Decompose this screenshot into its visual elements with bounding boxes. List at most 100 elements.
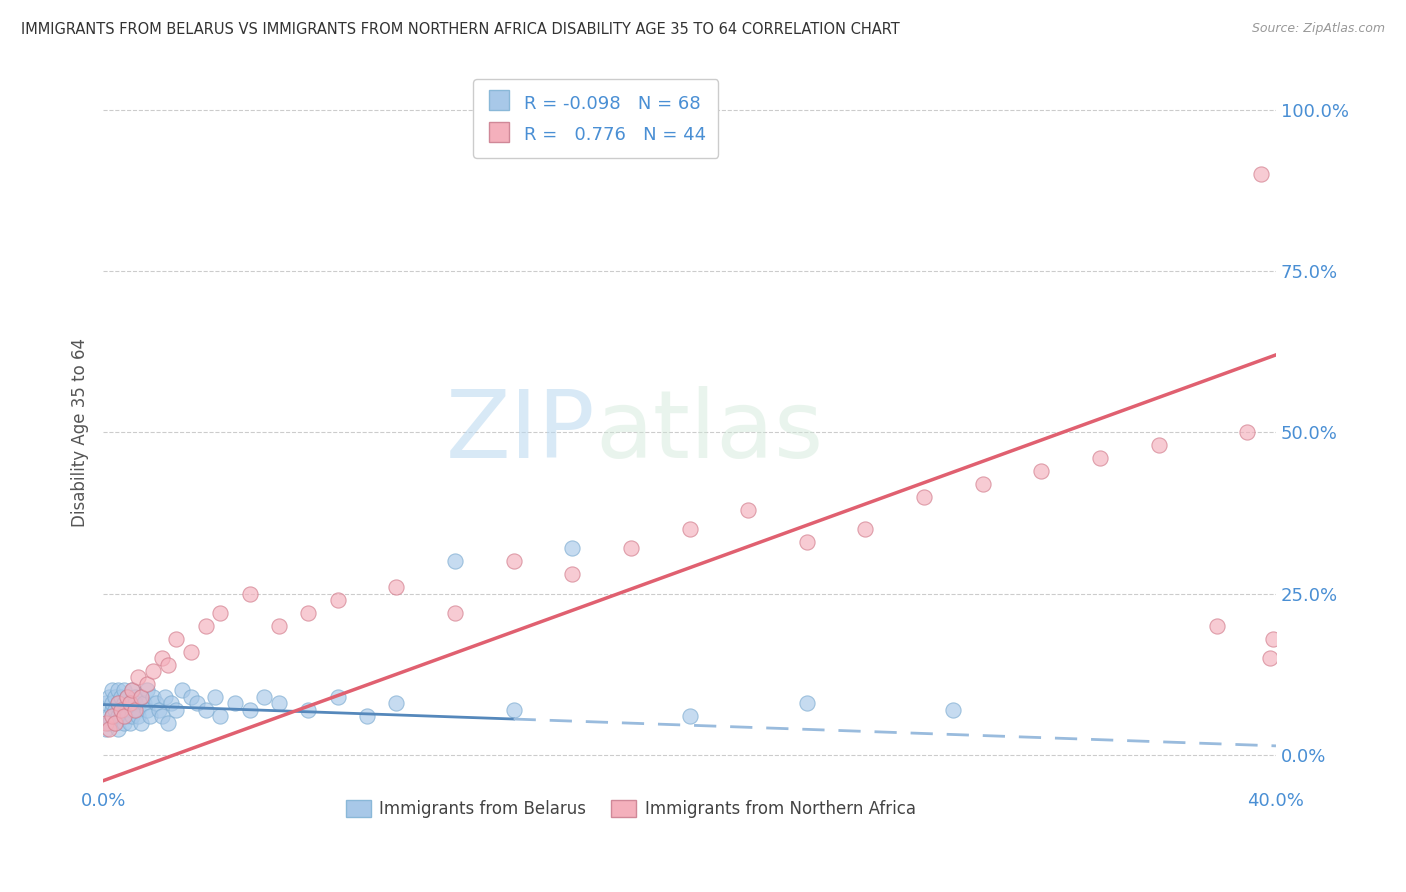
Point	[121, 709, 143, 723]
Point	[118, 696, 141, 710]
Point	[121, 683, 143, 698]
Point	[107, 683, 129, 698]
Point	[112, 696, 135, 710]
Point	[186, 696, 208, 710]
Point	[110, 703, 132, 717]
Point	[148, 703, 170, 717]
Point	[150, 709, 173, 723]
Point	[101, 709, 124, 723]
Point	[172, 683, 194, 698]
Point	[1031, 464, 1053, 478]
Point	[159, 696, 181, 710]
Point	[110, 690, 132, 704]
Point	[101, 683, 124, 698]
Point	[107, 696, 129, 710]
Point	[1147, 438, 1170, 452]
Point	[153, 690, 176, 704]
Point	[124, 703, 146, 717]
Point	[326, 593, 349, 607]
Point	[502, 554, 524, 568]
Point	[165, 703, 187, 717]
Point	[121, 703, 143, 717]
Point	[156, 715, 179, 730]
Point	[297, 606, 319, 620]
Point	[356, 709, 378, 723]
Point	[678, 522, 700, 536]
Point	[209, 709, 232, 723]
Point	[385, 696, 408, 710]
Point	[107, 696, 129, 710]
Point	[972, 477, 994, 491]
Point	[98, 715, 121, 730]
Point	[1088, 451, 1111, 466]
Point	[124, 696, 146, 710]
Point	[156, 657, 179, 672]
Point	[112, 683, 135, 698]
Point	[194, 703, 217, 717]
Point	[115, 703, 138, 717]
Point	[124, 690, 146, 704]
Point	[912, 490, 935, 504]
Point	[118, 696, 141, 710]
Point	[98, 690, 121, 704]
Point	[150, 651, 173, 665]
Point	[134, 696, 156, 710]
Point	[112, 715, 135, 730]
Point	[101, 696, 124, 710]
Point	[107, 722, 129, 736]
Point	[98, 722, 121, 736]
Point	[444, 606, 467, 620]
Point	[94, 715, 117, 730]
Point	[678, 709, 700, 723]
Point	[139, 709, 162, 723]
Text: Source: ZipAtlas.com: Source: ZipAtlas.com	[1251, 22, 1385, 36]
Point	[267, 696, 290, 710]
Point	[561, 567, 583, 582]
Point	[107, 709, 129, 723]
Point	[561, 541, 583, 556]
Point	[115, 690, 138, 704]
Point	[129, 715, 152, 730]
Point	[129, 690, 152, 704]
Point	[267, 619, 290, 633]
Point	[118, 715, 141, 730]
Point	[127, 709, 149, 723]
Legend: Immigrants from Belarus, Immigrants from Northern Africa: Immigrants from Belarus, Immigrants from…	[339, 794, 922, 825]
Point	[1206, 619, 1229, 633]
Point	[855, 522, 877, 536]
Point	[104, 715, 127, 730]
Point	[385, 580, 408, 594]
Point	[136, 683, 159, 698]
Point	[165, 632, 187, 646]
Point	[502, 703, 524, 717]
Point	[112, 709, 135, 723]
Point	[101, 703, 124, 717]
Point	[104, 690, 127, 704]
Point	[129, 690, 152, 704]
Point	[1261, 632, 1284, 646]
Point	[110, 703, 132, 717]
Point	[224, 696, 246, 710]
Text: ZIP: ZIP	[446, 386, 596, 478]
Point	[121, 683, 143, 698]
Point	[104, 703, 127, 717]
Point	[239, 703, 262, 717]
Point	[104, 715, 127, 730]
Point	[136, 677, 159, 691]
Point	[204, 690, 226, 704]
Point	[942, 703, 965, 717]
Point	[326, 690, 349, 704]
Point	[444, 554, 467, 568]
Point	[180, 690, 202, 704]
Point	[737, 502, 759, 516]
Point	[101, 709, 124, 723]
Point	[94, 722, 117, 736]
Point	[796, 696, 818, 710]
Point	[115, 709, 138, 723]
Point	[1258, 651, 1281, 665]
Point	[110, 709, 132, 723]
Point	[1236, 425, 1258, 440]
Text: atlas: atlas	[596, 386, 824, 478]
Point	[127, 703, 149, 717]
Point	[94, 696, 117, 710]
